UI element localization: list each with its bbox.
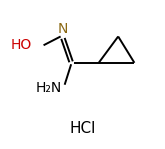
Text: H₂N: H₂N (35, 81, 61, 95)
Text: HO: HO (11, 38, 32, 52)
Text: N: N (58, 22, 68, 36)
Text: HCl: HCl (69, 121, 96, 136)
